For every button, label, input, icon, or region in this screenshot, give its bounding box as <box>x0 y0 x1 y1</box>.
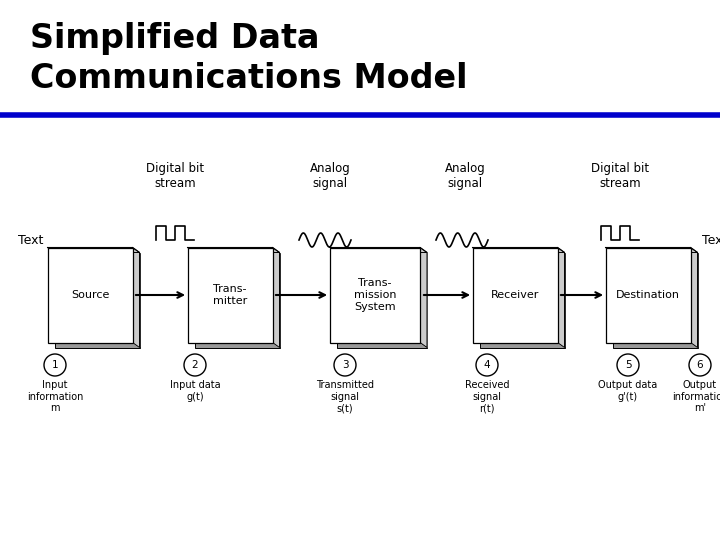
Text: 1: 1 <box>52 360 58 370</box>
Text: Input data
g(t): Input data g(t) <box>170 380 220 402</box>
Text: Destination: Destination <box>616 290 680 300</box>
Bar <box>330 247 420 342</box>
Bar <box>55 253 140 348</box>
Polygon shape <box>557 247 564 348</box>
Text: Digital bit
stream: Digital bit stream <box>591 162 649 190</box>
Text: Trans-
mitter: Trans- mitter <box>213 284 247 306</box>
Polygon shape <box>472 247 564 253</box>
Text: Text: Text <box>702 233 720 246</box>
Circle shape <box>334 354 356 376</box>
Text: 5: 5 <box>625 360 631 370</box>
Text: Digital bit
stream: Digital bit stream <box>146 162 204 190</box>
Text: Transmitted
signal
s(t): Transmitted signal s(t) <box>316 380 374 413</box>
Bar <box>472 247 557 342</box>
Bar <box>613 253 698 348</box>
Polygon shape <box>330 247 427 253</box>
Text: Input
information
m: Input information m <box>27 380 84 413</box>
Circle shape <box>617 354 639 376</box>
Bar <box>194 253 279 348</box>
Bar <box>187 247 272 342</box>
Circle shape <box>44 354 66 376</box>
Text: 2: 2 <box>192 360 198 370</box>
Text: Output data
g'(t): Output data g'(t) <box>598 380 657 402</box>
Polygon shape <box>187 247 279 253</box>
Text: Received
signal
r(t): Received signal r(t) <box>464 380 509 413</box>
Polygon shape <box>690 247 698 348</box>
Circle shape <box>689 354 711 376</box>
Polygon shape <box>132 247 140 348</box>
Text: Communications Model: Communications Model <box>30 62 467 95</box>
Bar <box>480 253 564 348</box>
Text: 4: 4 <box>484 360 490 370</box>
Text: Receiver: Receiver <box>491 290 539 300</box>
Polygon shape <box>420 247 427 348</box>
Text: Source: Source <box>71 290 109 300</box>
Bar <box>606 247 690 342</box>
Bar <box>337 253 427 348</box>
Text: 3: 3 <box>342 360 348 370</box>
Circle shape <box>476 354 498 376</box>
Polygon shape <box>272 247 279 348</box>
Text: Simplified Data: Simplified Data <box>30 22 320 55</box>
Text: Text: Text <box>18 233 43 246</box>
Text: 6: 6 <box>697 360 703 370</box>
Text: Analog
signal: Analog signal <box>310 162 351 190</box>
Text: Analog
signal: Analog signal <box>445 162 485 190</box>
Polygon shape <box>48 247 140 253</box>
Polygon shape <box>606 247 698 253</box>
Bar <box>48 247 132 342</box>
Text: Trans-
mission
System: Trans- mission System <box>354 279 396 312</box>
Circle shape <box>184 354 206 376</box>
Text: Output
information
m': Output information m' <box>672 380 720 413</box>
